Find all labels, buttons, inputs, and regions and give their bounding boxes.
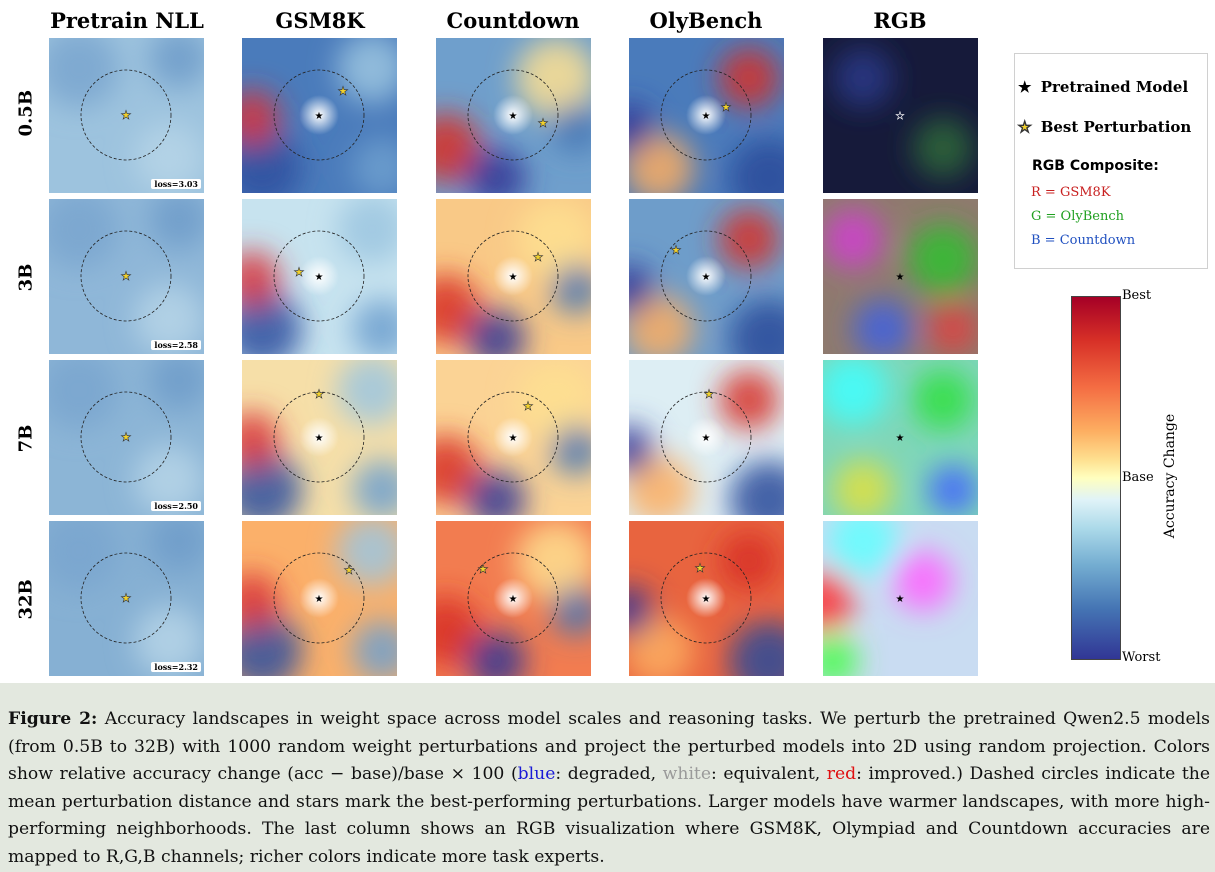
pretrained-star-icon: ★: [509, 594, 518, 605]
panel-countdown-0-5b: ★ ★: [436, 38, 591, 193]
pretrained-star-icon: ★: [315, 594, 324, 605]
panel-nll-0-5b: ★ loss=3.03: [49, 38, 204, 193]
colorbar-axis-label: Accuracy Change: [1162, 413, 1178, 539]
row-header-32b: 32B: [15, 579, 37, 620]
caption-label: Figure 2:: [8, 709, 98, 729]
pretrained-star-icon: ★: [896, 111, 905, 122]
panel-countdown-7b: ★ ★: [436, 360, 591, 515]
panel-gsm8k-0-5b: ★ ★: [242, 38, 397, 193]
pretrained-star-icon: ★: [509, 433, 518, 444]
panel-countdown-32b: ★ ★: [436, 521, 591, 676]
caption-red-word: red: [826, 764, 857, 785]
panel-rgb-7b: ★: [823, 360, 978, 515]
loss-label: loss=3.03: [151, 179, 201, 189]
panel-nll-32b: ★ loss=2.32: [49, 521, 204, 676]
best-perturbation-star-icon: ★: [704, 387, 715, 401]
best-perturbation-star-icon: ★: [338, 84, 349, 98]
loss-label: loss=2.58: [151, 340, 201, 350]
caption-text-3: : equivalent,: [711, 764, 827, 785]
panel-olybench-0-5b: ★ ★: [629, 38, 784, 193]
colorbar-bottom-label: Worst: [1122, 650, 1161, 665]
best-perturbation-star-icon: ★: [721, 100, 732, 114]
panel-olybench-3b: ★ ★: [629, 199, 784, 354]
pretrained-star-icon: ★: [702, 272, 711, 283]
row-header-0-5b: 0.5B: [15, 89, 37, 137]
figure-panel: Pretrain NLL GSM8K Countdown OlyBench RG…: [0, 0, 1215, 683]
panel-nll-7b: ★ loss=2.50: [49, 360, 204, 515]
panel-gsm8k-7b: ★ ★: [242, 360, 397, 515]
best-perturbation-star-icon: ★: [523, 399, 534, 413]
legend-box: [1014, 53, 1208, 269]
pretrained-star-icon: ★: [896, 272, 905, 283]
row-header-3b: 3B: [15, 263, 37, 292]
legend-pretrained: ★ Pretrained Model: [1018, 78, 1188, 96]
legend-best: ★ Best Perturbation: [1018, 118, 1192, 137]
best-perturbation-star-icon: ★: [671, 243, 682, 257]
panel-olybench-32b: ★ ★: [629, 521, 784, 676]
panel-rgb-32b: ★: [823, 521, 978, 676]
best-perturbation-star-icon: ★: [538, 116, 549, 130]
pretrained-star-icon: ★: [315, 272, 324, 283]
colorbar-top-label: Best: [1122, 288, 1152, 303]
column-header-gsm8k: GSM8K: [275, 8, 365, 33]
figure-caption: Figure 2: Accuracy landscapes in weight …: [8, 706, 1210, 872]
row-header-7b: 7B: [15, 424, 37, 453]
column-header-countdown: Countdown: [446, 8, 580, 33]
best-perturbation-star-icon: ★: [478, 562, 489, 576]
best-perturbation-star-icon: ★: [314, 387, 325, 401]
legend-r: R = GSM8K: [1031, 185, 1111, 200]
pretrained-star-icon: ★: [896, 433, 905, 444]
black-star-icon: ★: [1018, 78, 1032, 96]
column-header-olybench: OlyBench: [649, 8, 763, 33]
legend-b: B = Countdown: [1031, 233, 1136, 248]
best-perturbation-star-icon: ★: [294, 265, 305, 279]
caption-blue-word: blue: [517, 764, 556, 785]
pretrained-star-icon: ★: [509, 111, 518, 122]
pretrained-star-icon: ★: [315, 433, 324, 444]
column-header-nll: Pretrain NLL: [50, 8, 204, 33]
best-perturbation-star-icon: ★: [121, 430, 132, 444]
pretrained-star-icon: ★: [509, 272, 518, 283]
panel-rgb-0-5b: ★: [823, 38, 978, 193]
best-perturbation-star-icon: ★: [695, 561, 706, 575]
pretrained-star-icon: ★: [702, 433, 711, 444]
loss-label: loss=2.32: [151, 662, 201, 672]
panel-nll-3b: ★ loss=2.58: [49, 199, 204, 354]
caption-text-1: Accuracy landscapes in weight space acro…: [8, 709, 1210, 785]
pretrained-star-icon: ★: [702, 111, 711, 122]
colorbar: [1071, 296, 1121, 660]
legend-best-label: Best Perturbation: [1040, 118, 1192, 136]
caption-white-word: white: [662, 764, 712, 785]
colorbar-mid-label: Base: [1122, 470, 1154, 485]
legend-g: G = OlyBench: [1031, 209, 1124, 224]
gold-star-icon: ★: [1018, 118, 1032, 137]
best-perturbation-star-icon: ★: [121, 591, 132, 605]
best-perturbation-star-icon: ★: [121, 108, 132, 122]
pretrained-star-icon: ★: [702, 594, 711, 605]
best-perturbation-star-icon: ★: [121, 269, 132, 283]
caption-text-4: : improved.) Dashed circles indicate the…: [8, 764, 1210, 867]
panel-olybench-7b: ★ ★: [629, 360, 784, 515]
panel-gsm8k-32b: ★ ★: [242, 521, 397, 676]
pretrained-star-icon: ★: [315, 111, 324, 122]
column-header-rgb: RGB: [873, 8, 927, 33]
loss-label: loss=2.50: [151, 501, 201, 511]
panel-gsm8k-3b: ★ ★: [242, 199, 397, 354]
legend-rgb-title: RGB Composite:: [1032, 158, 1159, 174]
best-perturbation-star-icon: ★: [344, 563, 355, 577]
caption-text-2: : degraded,: [555, 764, 663, 785]
pretrained-star-icon: ★: [896, 594, 905, 605]
panel-rgb-3b: ★: [823, 199, 978, 354]
legend-pretrained-label: Pretrained Model: [1040, 78, 1189, 96]
panel-countdown-3b: ★ ★: [436, 199, 591, 354]
best-perturbation-star-icon: ★: [533, 250, 544, 264]
